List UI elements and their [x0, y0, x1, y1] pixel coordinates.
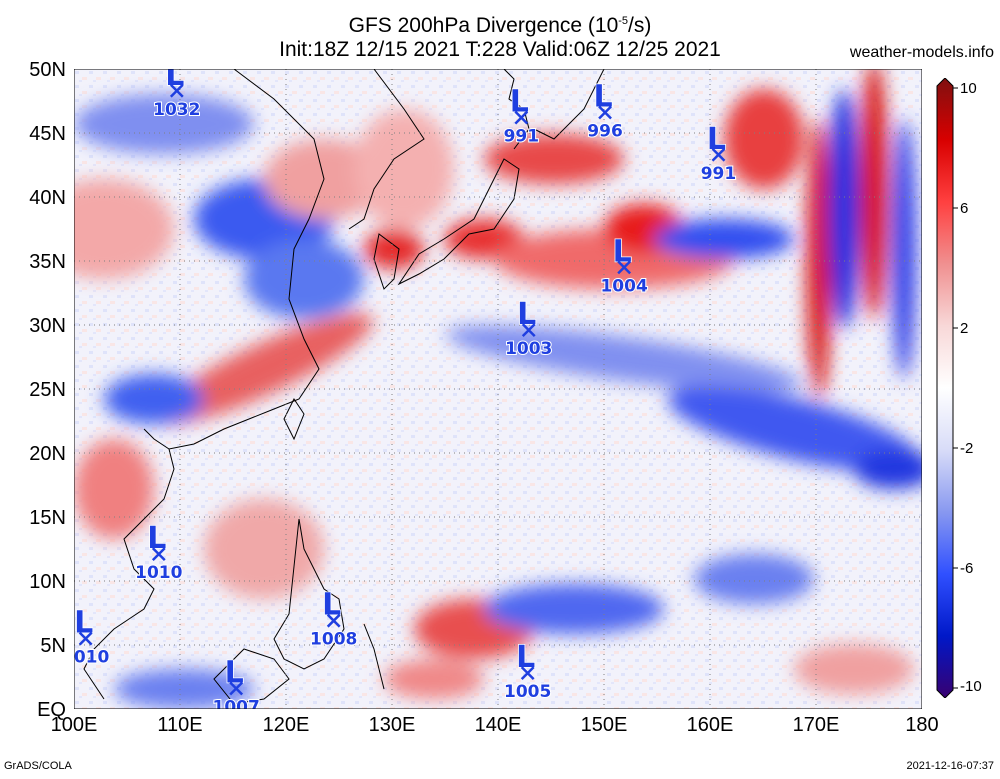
- chart-title: GFS 200hPa Divergence (10-5/s): [348, 14, 652, 37]
- lat-label: 20N: [29, 443, 66, 465]
- low-pressure-label: 996: [587, 122, 623, 142]
- low-marker: L 991: [503, 84, 541, 148]
- chart-subtitle: Init:18Z 12/15 2021 T:228 Valid:06Z 12/2…: [279, 38, 721, 61]
- lat-label: 10N: [29, 571, 66, 593]
- lat-label: 45N: [29, 123, 66, 145]
- divergence-map: L1032L991L996L991L1004L1003L1010L1010L10…: [74, 69, 922, 709]
- lon-label: 140E: [474, 714, 522, 736]
- lat-label: 40N: [29, 187, 66, 209]
- colorbar-label: 10: [960, 80, 977, 97]
- lat-label: 50N: [29, 59, 66, 81]
- lat-label: 5N: [40, 635, 66, 657]
- low-marker: L 1005: [503, 639, 552, 703]
- low-symbol: L: [517, 297, 536, 332]
- low-symbol: L: [707, 122, 726, 157]
- low-symbol: L: [613, 234, 632, 269]
- lat-label: 35N: [29, 251, 66, 273]
- lon-label: 160E: [686, 714, 734, 736]
- lon-label: 100E: [50, 714, 98, 736]
- low-marker: L 1004: [599, 234, 648, 298]
- footer-timestamp: 2021-12-16-07:37: [906, 760, 994, 772]
- lat-label: 15N: [29, 507, 66, 529]
- low-symbol: L: [516, 640, 535, 675]
- low-pressure-label: 1010: [135, 563, 182, 583]
- low-symbol: L: [225, 656, 244, 691]
- lon-label: 180: [905, 714, 939, 736]
- low-center-x-icon: [598, 105, 612, 120]
- low-marker: L 1003: [504, 296, 553, 360]
- low-pressure-markers: L1032L991L996L991L1004L1003L1010L1010L10…: [74, 69, 738, 709]
- low-pressure-label: 1004: [600, 276, 647, 296]
- low-pressure-label: 1003: [505, 339, 552, 359]
- lon-label: 170E: [792, 714, 840, 736]
- colorbar-label: -2: [960, 440, 974, 457]
- colorbar-label: 2: [960, 320, 969, 337]
- low-center-x-icon: [520, 666, 535, 681]
- colorbar-label: -6: [960, 560, 974, 577]
- low-center-x-icon: [617, 260, 632, 275]
- low-center-x-icon: [169, 83, 184, 98]
- low-symbol: L: [322, 588, 341, 623]
- low-pressure-label: 991: [504, 127, 540, 147]
- low-marker: L 996: [586, 79, 624, 143]
- graticule: [74, 69, 922, 709]
- low-pressure-label: 1005: [504, 682, 551, 702]
- colorbar-label: 6: [960, 200, 969, 217]
- low-center-x-icon: [521, 323, 536, 338]
- lon-label: 130E: [368, 714, 416, 736]
- low-center-x-icon: [514, 110, 529, 125]
- low-symbol: L: [147, 521, 166, 556]
- lat-label: 30N: [29, 315, 66, 337]
- low-pressure-label: 1008: [310, 630, 357, 650]
- low-pressure-label: 991: [701, 164, 737, 184]
- low-marker: L 1007: [212, 655, 261, 709]
- lon-label: 120E: [262, 714, 310, 736]
- colorbar-label: -10: [960, 678, 982, 695]
- low-marker: L 1008: [309, 587, 358, 651]
- footer-credit: GrADS/COLA: [4, 760, 72, 772]
- low-marker: L 1010: [134, 520, 183, 584]
- low-pressure-label: 1010: [74, 648, 109, 668]
- low-symbol: L: [510, 85, 529, 120]
- low-marker: L 1010: [74, 605, 110, 669]
- colorbar: [936, 78, 958, 698]
- site-credit: weather-models.info: [849, 44, 994, 61]
- low-pressure-label: 1032: [153, 100, 200, 120]
- lon-label: 110E: [157, 714, 203, 736]
- low-center-x-icon: [78, 631, 93, 646]
- low-pressure-label: 1007: [213, 698, 260, 709]
- low-symbol: L: [593, 80, 612, 115]
- lat-label: 25N: [29, 379, 66, 401]
- low-center-x-icon: [326, 613, 341, 628]
- divergence-field: [74, 69, 922, 709]
- low-symbol: L: [74, 606, 93, 641]
- lat-label: EQ: [37, 699, 66, 721]
- colorbar-scale: [936, 78, 954, 698]
- low-marker: L 991: [700, 121, 738, 185]
- low-center-x-icon: [229, 681, 244, 696]
- low-center-x-icon: [151, 547, 166, 562]
- low-center-x-icon: [711, 147, 726, 162]
- lon-label: 150E: [580, 714, 628, 736]
- coastlines: [83, 69, 605, 705]
